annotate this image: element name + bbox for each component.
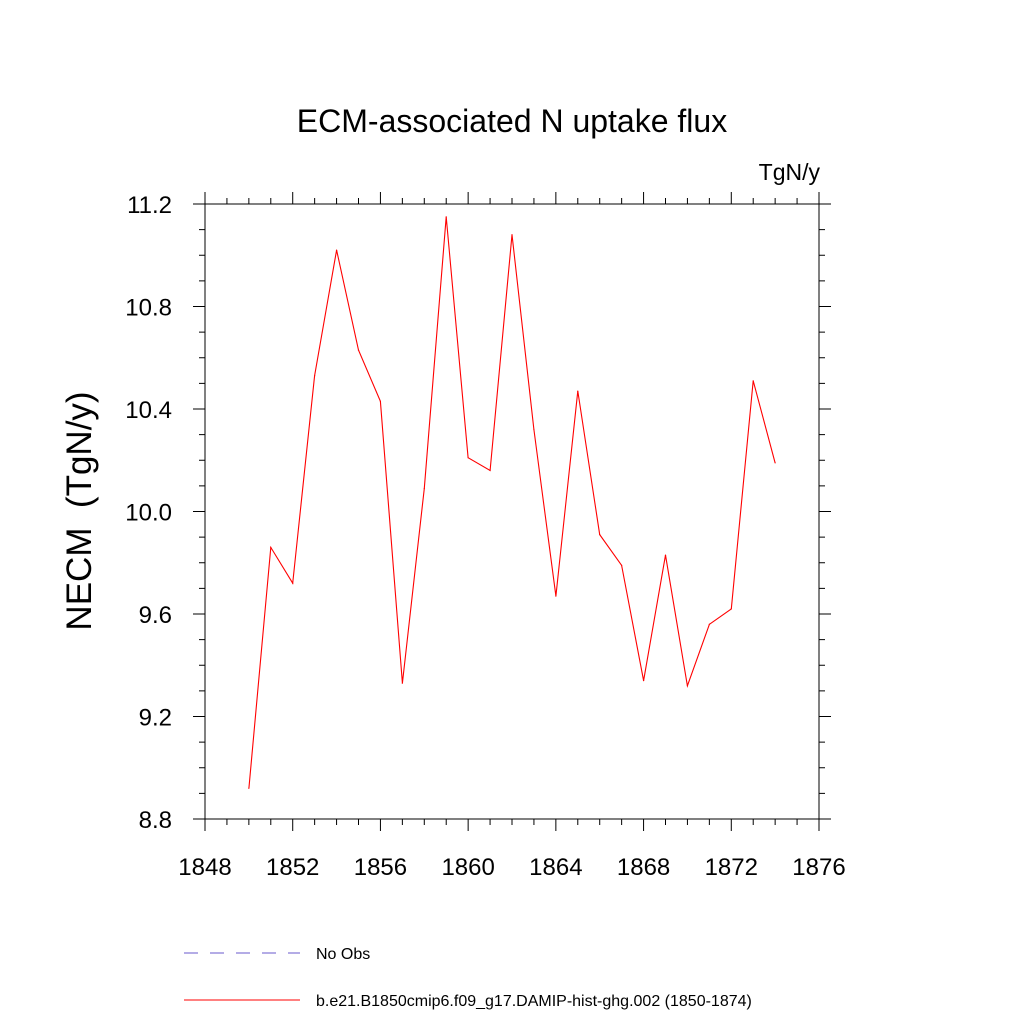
y-tick-label: 9.2 — [139, 705, 172, 732]
x-tick-label: 1876 — [792, 854, 845, 881]
x-tick-label: 1864 — [529, 854, 582, 881]
x-tick-label: 1856 — [354, 854, 407, 881]
data-point — [445, 216, 447, 218]
data-point — [292, 582, 294, 584]
data-point — [774, 462, 776, 464]
data-point — [752, 380, 754, 382]
y-axis-label: NECM (TgN/y) — [60, 391, 99, 630]
x-tick-label: 1868 — [617, 854, 670, 881]
data-point — [248, 787, 250, 789]
data-point — [599, 533, 601, 536]
axis-tick-labels: 1848 1852 1856 1860 1864 1868 1872 1876 8.8 9.2 9.… — [125, 192, 845, 881]
data-point — [379, 400, 382, 402]
data-point — [708, 623, 710, 625]
data-point — [357, 349, 360, 351]
data-point — [511, 234, 513, 236]
data-point — [621, 564, 623, 566]
x-tick-label: 1848 — [178, 854, 231, 881]
chart-title: ECM-associated N uptake flux — [297, 103, 727, 139]
data-point — [314, 375, 316, 377]
x-tick-label: 1860 — [441, 854, 494, 881]
y-tick-label: 10.8 — [125, 295, 172, 322]
legend-label: b.e21.B1850cmip6.f09_g17.DAMIP-hist-ghg.… — [316, 993, 752, 1010]
data-series — [248, 216, 776, 789]
data-point — [664, 554, 667, 556]
plot-frame — [204, 203, 820, 820]
axis-ticks — [193, 192, 831, 831]
data-point — [686, 685, 689, 687]
data-point — [401, 682, 403, 684]
data-point — [730, 608, 732, 610]
data-point — [270, 546, 272, 548]
data-point — [577, 390, 579, 392]
legend: No Obs b.e21.B1850cmip6.f09_g17.DAMIP-his… — [184, 946, 752, 1010]
data-point — [489, 469, 491, 472]
legend-label: No Obs — [316, 946, 370, 963]
data-point — [467, 457, 469, 459]
y-tick-label: 9.6 — [139, 602, 172, 629]
units-label: TgN/y — [759, 159, 821, 185]
x-tick-label: 1872 — [705, 854, 758, 881]
y-tick-label: 11.2 — [127, 192, 172, 219]
y-tick-label: 10.0 — [125, 500, 172, 527]
y-tick-label: 10.4 — [125, 397, 172, 424]
y-tick-label: 8.8 — [139, 807, 172, 834]
data-point — [555, 595, 557, 597]
data-point — [335, 249, 338, 251]
data-point — [423, 487, 425, 490]
x-tick-label: 1852 — [266, 854, 319, 881]
data-point — [533, 428, 535, 431]
series-line — [248, 216, 776, 789]
data-point — [642, 680, 645, 682]
